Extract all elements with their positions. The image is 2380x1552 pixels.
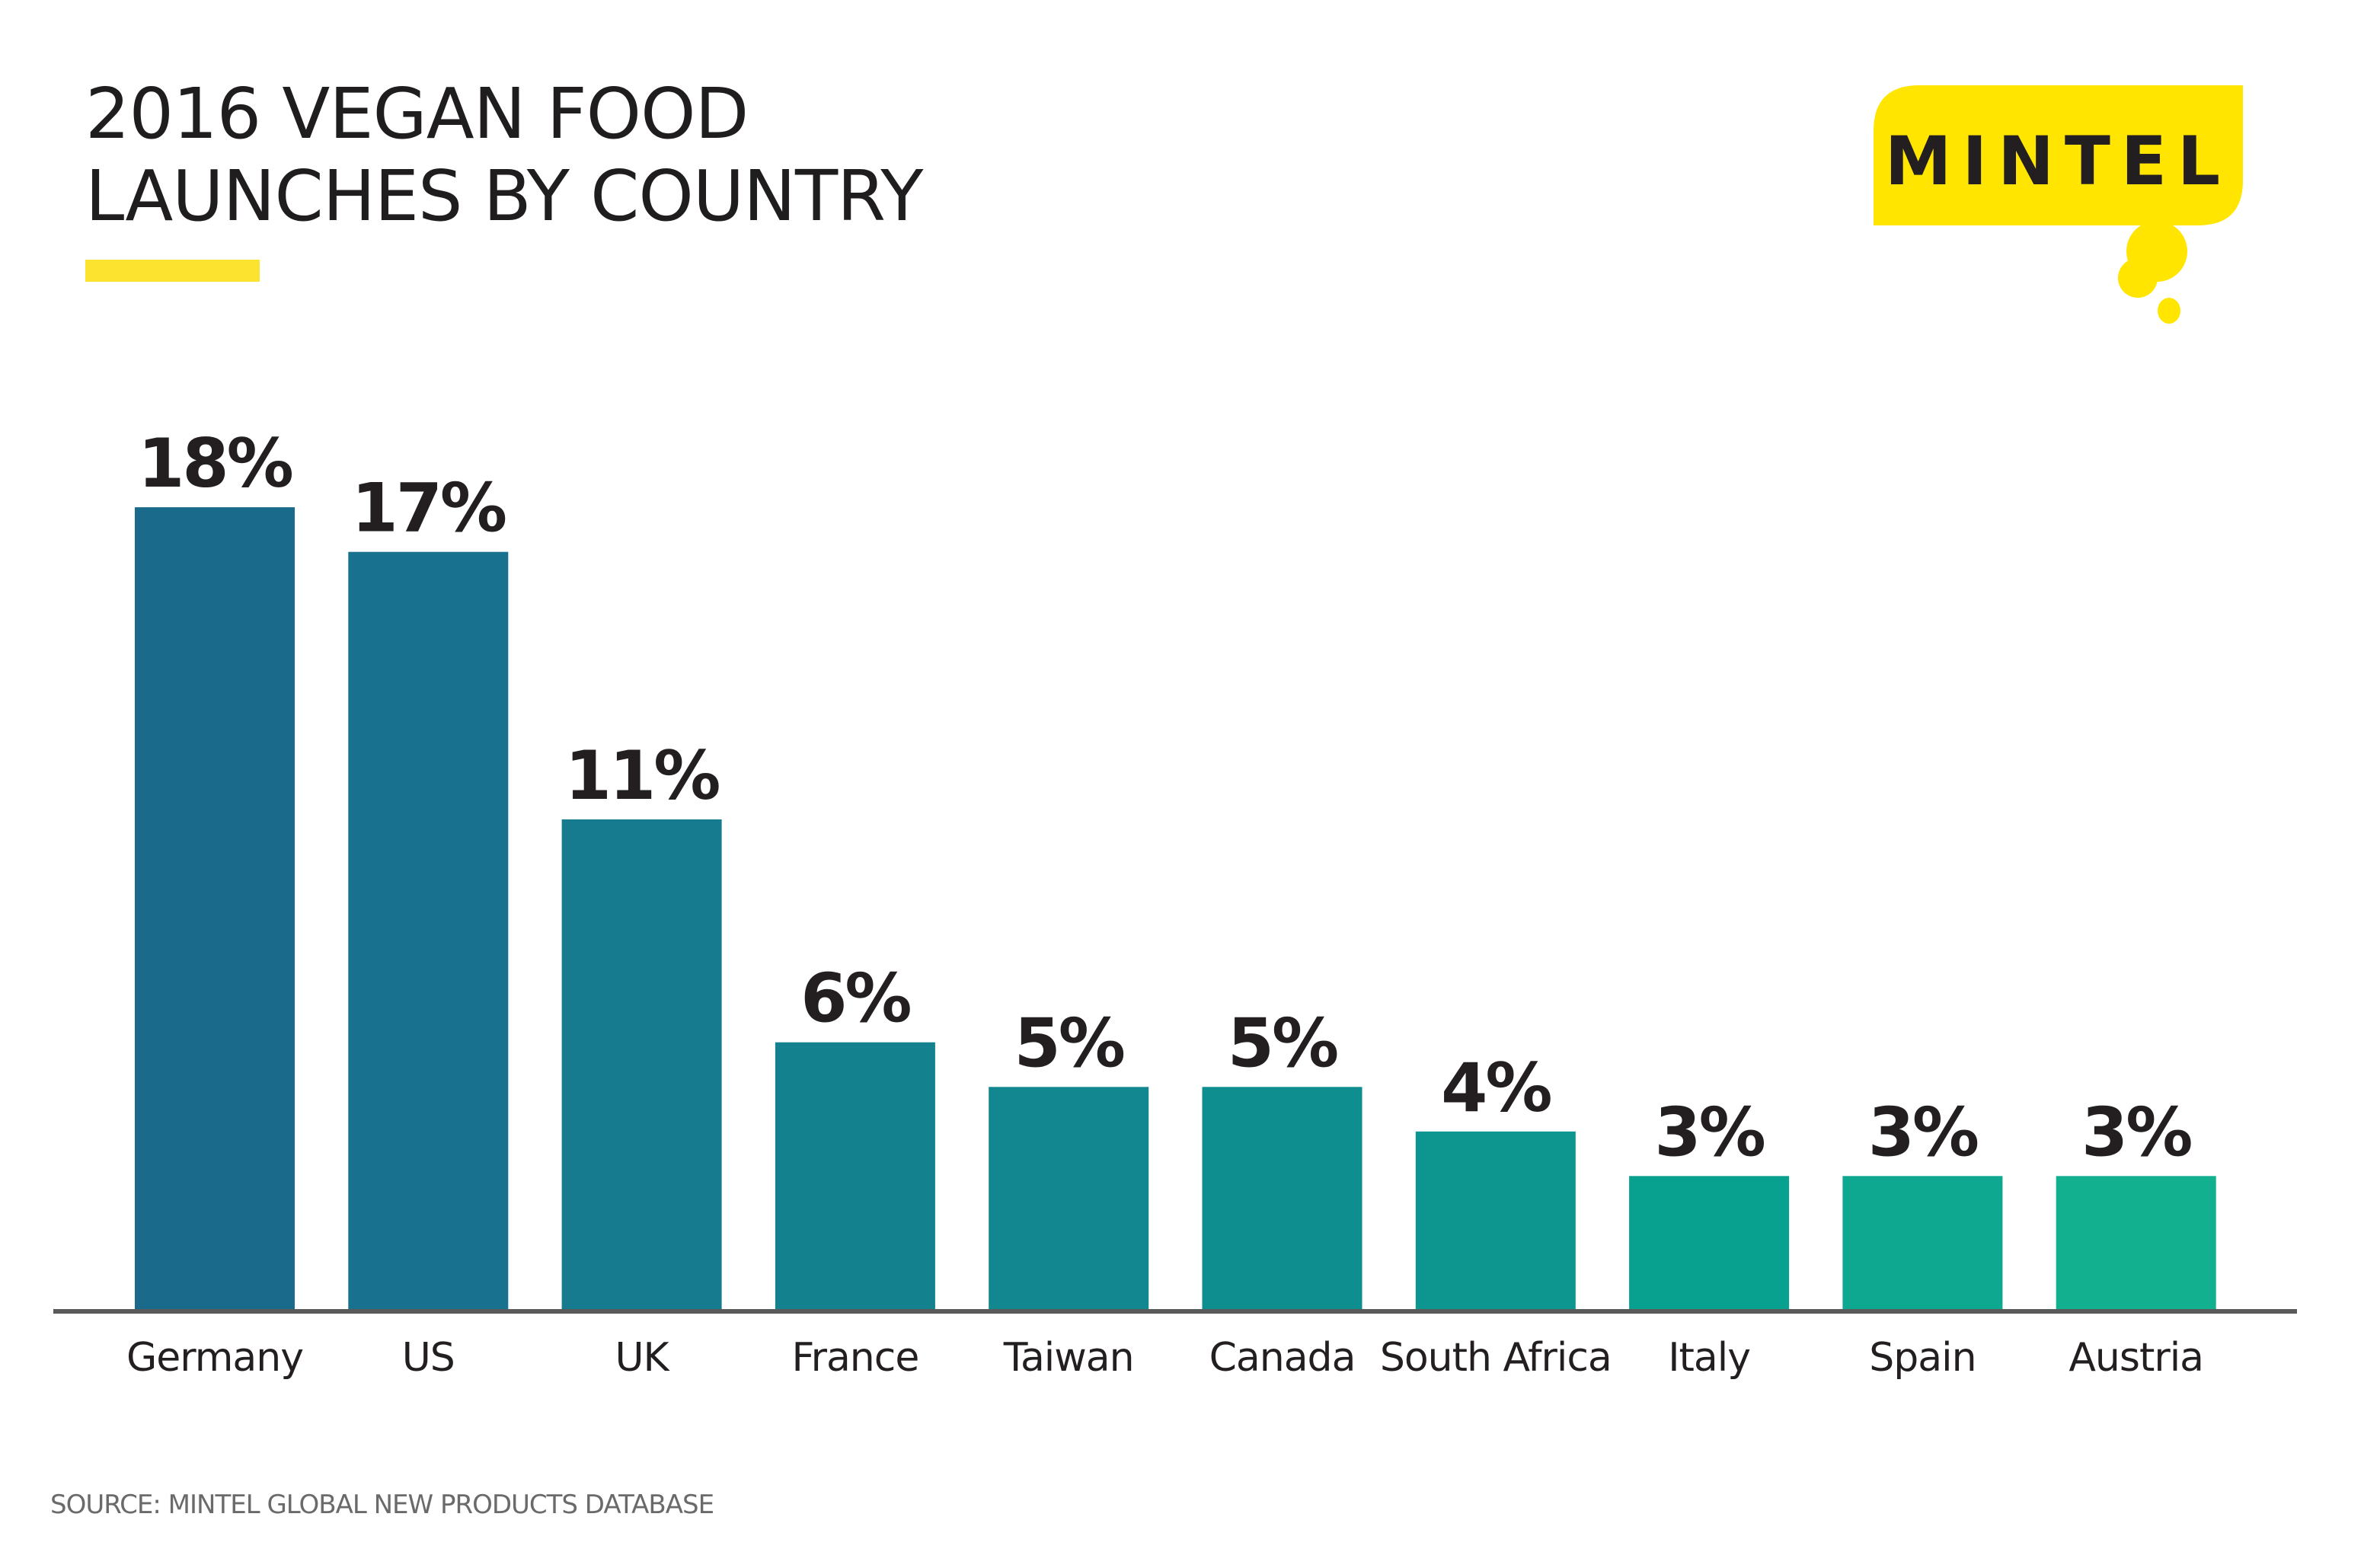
value-label: 3% <box>1654 1093 1764 1171</box>
bar-south-africa <box>1415 1131 1576 1310</box>
bar-italy <box>1629 1176 1790 1310</box>
value-label: 4% <box>1441 1049 1551 1127</box>
category-label: Canada <box>1209 1335 1356 1381</box>
value-labels: 18% 17% 11% 6% 5% 5% 4% 3% 3% 3% <box>138 424 2193 1171</box>
value-label: 6% <box>800 960 910 1038</box>
bar-series <box>135 507 2216 1311</box>
bar-taiwan <box>989 1087 1149 1311</box>
category-label: Taiwan <box>1003 1335 1134 1381</box>
category-labels: Germany US UK France Taiwan Canada South Afric… <box>126 1335 2204 1381</box>
category-label: Italy <box>1668 1335 1750 1381</box>
chart-title-line-1: 2016 VEGAN FOOD <box>85 73 749 155</box>
category-label: UK <box>615 1335 671 1381</box>
category-label: US <box>402 1335 455 1381</box>
value-label: 11% <box>565 736 719 815</box>
category-label: Austria <box>2069 1335 2203 1381</box>
bar-france <box>775 1042 935 1310</box>
bar-canada <box>1202 1087 1363 1311</box>
bar-spain <box>1842 1176 2003 1310</box>
value-label: 5% <box>1228 1004 1337 1082</box>
logo-speech-bubble <box>1874 85 2243 225</box>
mintel-logo: MINTEL <box>1874 85 2243 324</box>
value-label: 17% <box>351 469 505 548</box>
category-label: Spain <box>1869 1335 1976 1381</box>
value-label: 3% <box>2081 1093 2191 1171</box>
logo-bubble-drop-2 <box>2118 258 2158 298</box>
value-label: 18% <box>138 424 292 503</box>
source-note: SOURCE: MINTEL GLOBAL NEW PRODUCTS DATAB… <box>50 1490 714 1520</box>
title-underline-accent <box>85 260 260 282</box>
category-label: Germany <box>126 1335 303 1381</box>
bar-uk <box>561 819 722 1310</box>
logo-wordmark: MINTEL <box>1885 122 2231 200</box>
bar-germany <box>135 507 295 1310</box>
bar-austria <box>2056 1176 2216 1310</box>
value-label: 5% <box>1014 1004 1123 1082</box>
chart-title: 2016 VEGAN FOOD LAUNCHES BY COUNTRY <box>85 73 923 238</box>
bar-us <box>348 551 509 1310</box>
value-label: 3% <box>1868 1093 1978 1171</box>
chart-title-line-2: LAUNCHES BY COUNTRY <box>85 155 923 237</box>
category-label: France <box>791 1335 918 1381</box>
logo-bubble-drop-3 <box>2158 298 2180 324</box>
category-label: South Africa <box>1380 1335 1612 1381</box>
